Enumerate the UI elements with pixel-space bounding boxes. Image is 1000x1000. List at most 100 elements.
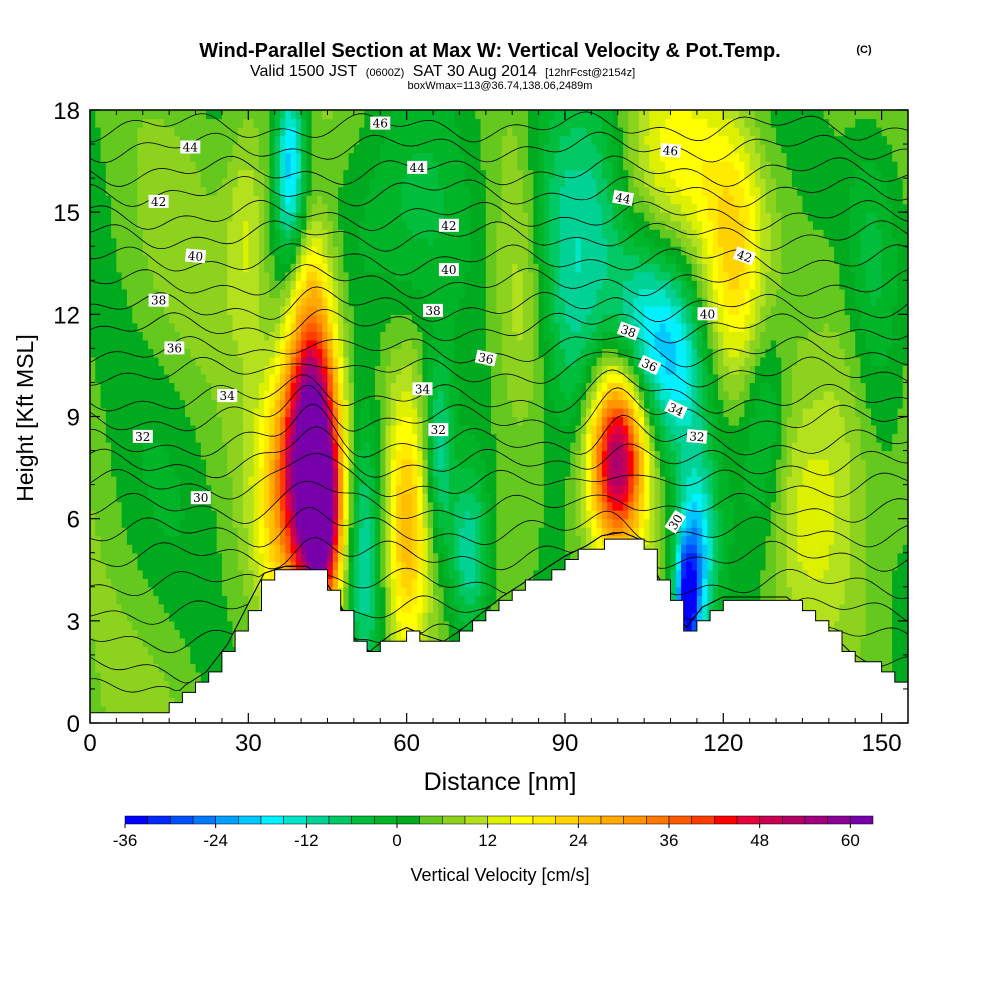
- w-cell: [148, 161, 154, 171]
- w-cell: [132, 544, 139, 554]
- w-cell: [285, 535, 292, 545]
- w-cell: [348, 161, 355, 171]
- w-cell: [148, 118, 154, 128]
- w-cell: [433, 169, 439, 179]
- w-cell: [290, 476, 297, 486]
- w-cell: [364, 561, 371, 571]
- w-cell: [285, 161, 292, 171]
- w-cell: [332, 493, 339, 503]
- w-cell: [417, 476, 424, 486]
- w-cell: [248, 212, 255, 222]
- w-cell: [359, 246, 366, 256]
- w-cell: [206, 442, 212, 452]
- w-cell: [269, 569, 276, 579]
- w-cell: [221, 322, 228, 332]
- w-cell: [401, 476, 408, 486]
- w-cell: [295, 467, 302, 477]
- w-cell: [105, 152, 112, 162]
- w-cell: [364, 552, 371, 562]
- w-cell: [380, 518, 387, 528]
- w-cell: [264, 501, 271, 511]
- w-cell: [95, 527, 102, 537]
- w-cell: [148, 127, 154, 137]
- w-cell: [338, 535, 344, 545]
- w-cell: [216, 305, 223, 315]
- w-cell: [148, 382, 154, 392]
- w-cell: [301, 237, 307, 247]
- w-cell: [285, 237, 292, 247]
- w-cell: [290, 152, 297, 162]
- w-cell: [385, 544, 392, 554]
- w-cell: [264, 544, 271, 554]
- w-cell: [369, 416, 376, 426]
- w-cell: [433, 603, 439, 613]
- w-cell: [295, 501, 302, 511]
- w-cell: [132, 305, 139, 315]
- w-cell: [433, 578, 439, 588]
- w-cell: [216, 493, 223, 503]
- w-cell: [322, 212, 329, 222]
- w-cell: [327, 135, 334, 145]
- w-cell: [90, 671, 96, 682]
- w-cell: [343, 229, 350, 239]
- w-cell: [100, 629, 107, 639]
- w-cell: [295, 561, 302, 571]
- w-cell: [90, 433, 96, 443]
- w-cell: [401, 161, 408, 171]
- w-cell: [195, 663, 202, 673]
- w-cell: [380, 493, 387, 503]
- w-cell: [269, 476, 276, 486]
- w-cell: [385, 229, 392, 239]
- valid-date: SAT 30 Aug 2014: [413, 63, 537, 80]
- w-cell: [359, 382, 366, 392]
- w-cell: [364, 527, 371, 537]
- w-cell: [148, 620, 154, 630]
- w-cell: [438, 399, 445, 409]
- w-cell: [158, 654, 165, 664]
- w-cell: [163, 280, 170, 290]
- w-cell: [433, 586, 439, 596]
- w-cell: [184, 373, 191, 384]
- w-cell: [232, 561, 239, 571]
- w-cell: [148, 629, 154, 639]
- w-cell: [95, 510, 102, 520]
- w-cell: [121, 612, 128, 622]
- w-cell: [322, 552, 329, 562]
- w-cell: [306, 467, 313, 477]
- w-cell: [338, 518, 344, 528]
- w-cell: [200, 169, 207, 179]
- w-cell: [443, 518, 450, 528]
- w-cell: [137, 442, 144, 452]
- w-cell: [100, 229, 107, 239]
- w-cell: [227, 297, 234, 307]
- w-cell: [390, 373, 397, 384]
- w-cell: [306, 518, 313, 528]
- w-cell: [137, 459, 144, 469]
- w-cell: [369, 229, 376, 239]
- w-cell: [348, 373, 355, 384]
- w-cell: [232, 544, 239, 554]
- w-cell: [200, 399, 207, 409]
- w-cell: [417, 246, 424, 256]
- w-cell: [216, 229, 223, 239]
- w-cell: [179, 467, 186, 477]
- w-cell: [422, 178, 429, 188]
- w-cell: [137, 390, 144, 401]
- w-cell: [295, 127, 302, 137]
- w-cell: [274, 135, 281, 145]
- w-cell: [179, 127, 186, 137]
- w-cell: [338, 561, 344, 571]
- w-cell: [359, 399, 366, 409]
- w-cell: [200, 390, 207, 401]
- w-cell: [227, 348, 234, 358]
- w-cell: [353, 246, 360, 256]
- w-cell: [417, 459, 424, 469]
- w-cell: [227, 620, 234, 630]
- w-cell: [406, 186, 413, 196]
- w-cell: [158, 246, 165, 256]
- w-cell: [279, 493, 286, 503]
- w-cell: [195, 425, 202, 435]
- w-cell: [184, 680, 191, 690]
- w-cell: [380, 620, 387, 630]
- w-cell: [343, 254, 350, 264]
